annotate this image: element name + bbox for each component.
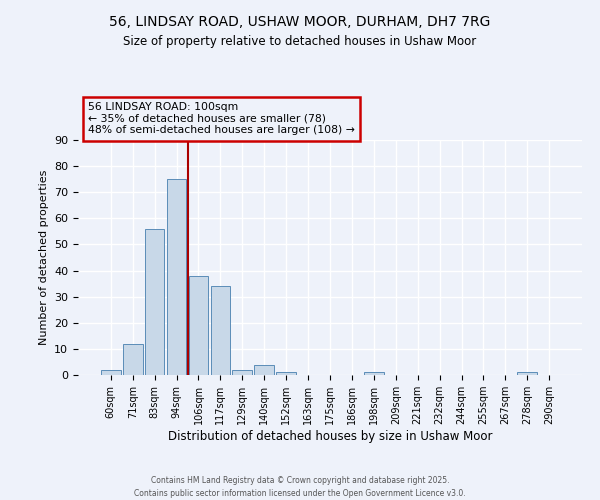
Y-axis label: Number of detached properties: Number of detached properties bbox=[38, 170, 49, 345]
Bar bbox=[254, 364, 274, 375]
Bar bbox=[211, 286, 230, 375]
Bar bbox=[517, 372, 537, 375]
Bar bbox=[188, 276, 208, 375]
Bar bbox=[101, 370, 121, 375]
Text: 56 LINDSAY ROAD: 100sqm
← 35% of detached houses are smaller (78)
48% of semi-de: 56 LINDSAY ROAD: 100sqm ← 35% of detache… bbox=[88, 102, 355, 136]
Text: Size of property relative to detached houses in Ushaw Moor: Size of property relative to detached ho… bbox=[124, 35, 476, 48]
Bar bbox=[364, 372, 384, 375]
Bar bbox=[276, 372, 296, 375]
Bar bbox=[232, 370, 252, 375]
Bar bbox=[167, 179, 187, 375]
Bar bbox=[145, 229, 164, 375]
Text: 56, LINDSAY ROAD, USHAW MOOR, DURHAM, DH7 7RG: 56, LINDSAY ROAD, USHAW MOOR, DURHAM, DH… bbox=[109, 15, 491, 29]
X-axis label: Distribution of detached houses by size in Ushaw Moor: Distribution of detached houses by size … bbox=[168, 430, 492, 443]
Bar bbox=[123, 344, 143, 375]
Text: Contains HM Land Registry data © Crown copyright and database right 2025.
Contai: Contains HM Land Registry data © Crown c… bbox=[134, 476, 466, 498]
